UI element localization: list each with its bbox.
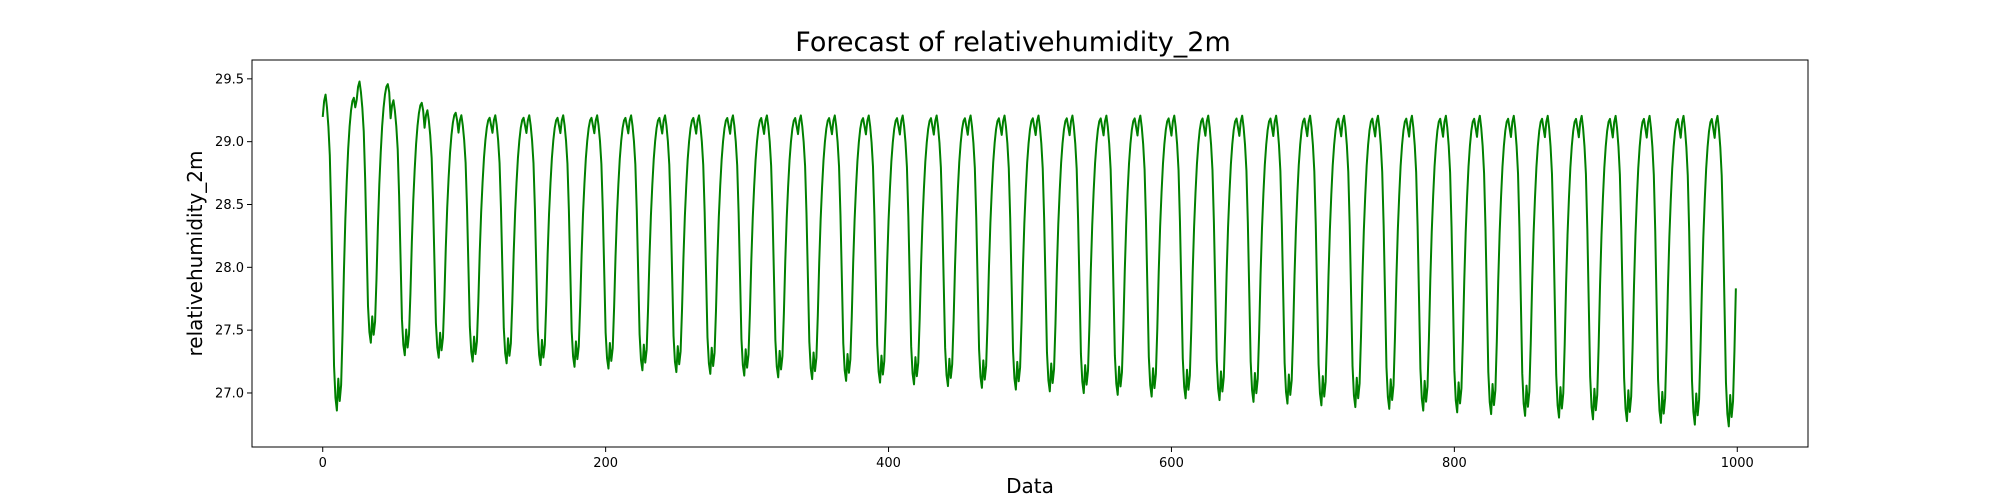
humidity-forecast-line	[321, 80, 1737, 428]
x-tick-label: 600	[1159, 456, 1184, 471]
y-tick-label: 28.5	[215, 198, 244, 213]
x-tick-label: 200	[593, 456, 618, 471]
x-tick-label: 800	[1442, 456, 1467, 471]
x-tick-label: 0	[319, 456, 327, 471]
y-axis-label: relativehumidity_2m	[183, 151, 207, 357]
y-tick-label: 27.5	[215, 324, 244, 339]
y-tick-label: 29.5	[215, 72, 244, 87]
x-tick-label: 1000	[1721, 456, 1754, 471]
y-tick-label: 29.0	[215, 135, 244, 150]
x-axis: 0 200 400 600 800 1000	[319, 447, 1754, 471]
y-tick-label: 27.0	[215, 386, 244, 401]
y-axis: 27.0 27.5 28.0 28.5 29.0 29.5	[215, 72, 252, 401]
x-axis-label: Data	[1006, 474, 1054, 498]
chart-title: Forecast of relativehumidity_2m	[795, 27, 1231, 58]
x-tick-label: 400	[876, 456, 901, 471]
plot-area	[251, 59, 1809, 448]
y-tick-label: 28.0	[215, 261, 244, 276]
